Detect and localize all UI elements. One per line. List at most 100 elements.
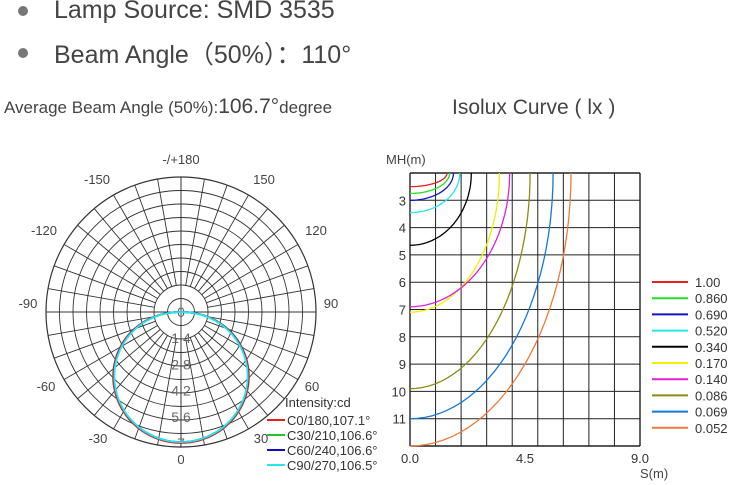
avg-unit: degree — [279, 98, 333, 117]
polar-spoke — [189, 184, 228, 287]
spec-lamp-source: Lamp Source: SMD 3535 — [14, 0, 335, 25]
isolux-x-tick: 4.5 — [516, 451, 534, 466]
polar-spoke — [198, 208, 269, 292]
polar-spoke — [206, 320, 309, 359]
isolux-curve — [409, 173, 451, 195]
isolux-chart: 3 4 5 6 7 8 9 10 11 0.0 4.5 9.0 MH(m) S(m) — [386, 152, 668, 481]
isolux-title: Isolux Curve ( lx ) — [452, 96, 616, 119]
polar-spoke — [207, 288, 315, 308]
spec-lamp-source-text: Lamp Source: SMD 3535 — [54, 0, 335, 24]
isolux-x-tick: 9.0 — [631, 451, 649, 466]
polar-spoke — [47, 288, 155, 308]
isolux-curve — [409, 172, 511, 308]
polar-spoke — [194, 335, 249, 430]
isolux-curve — [409, 172, 501, 313]
isolux-grid — [409, 172, 641, 447]
polar-legend-label: C60/240,106.6° — [287, 443, 378, 458]
isolux-legend-label: 0.086 — [695, 388, 728, 403]
isolux-y-tick: 10 — [392, 384, 406, 399]
spec-beam-angle: Beam Angle（50%）：110° — [14, 35, 351, 71]
isolux-curve — [409, 172, 572, 447]
polar-spoke — [201, 224, 285, 295]
isolux-curve — [409, 173, 461, 214]
polar-spoke — [77, 224, 161, 295]
polar-radial-tick: 2.8 — [171, 356, 191, 372]
polar-angle-label: 30 — [254, 431, 268, 446]
polar-angle-label: -150 — [84, 172, 110, 187]
polar-radial-tick: 5.6 — [171, 409, 191, 425]
polar-spoke — [113, 335, 168, 430]
bullet-icon — [18, 5, 28, 16]
polar-angle-label: -/+180 — [162, 152, 199, 167]
intensity-label: Intensity:cd — [285, 395, 351, 410]
polar-spoke — [157, 338, 177, 446]
polar-radial-tick: 4.2 — [171, 383, 191, 399]
polar-spoke — [185, 178, 205, 286]
average-beam-angle: Average Beam Angle (50%):106.7°degree — [4, 95, 332, 119]
isolux-y-tick: 7 — [399, 303, 406, 318]
polar-spoke — [134, 337, 173, 440]
isolux-x-tick: 0.0 — [401, 451, 419, 466]
polar-spoke — [204, 325, 299, 380]
polar-spoke — [134, 184, 173, 287]
polar-spoke — [198, 332, 269, 416]
polar-spoke — [93, 208, 164, 292]
isolux-curve — [409, 172, 531, 390]
polar-spoke — [77, 329, 161, 400]
polar-spoke — [53, 265, 156, 304]
polar-spoke — [113, 194, 168, 289]
polar-angle-label: -120 — [31, 223, 57, 238]
isolux-legend-label: 1.00 — [695, 275, 720, 290]
isolux-ticks: 3 4 5 6 7 8 9 10 11 0.0 4.5 9.0 — [392, 193, 650, 466]
polar-grid — [45, 176, 317, 448]
polar-chart: -/+180 150 -150 120 -120 90 -90 60 -60 30 -30 0 0 1.… — [19, 152, 378, 473]
isolux-legend-label: 0.140 — [695, 372, 728, 387]
polar-angle-label: 0 — [177, 452, 184, 467]
isolux-x-label: S(m) — [640, 466, 668, 481]
avg-label: Average Beam Angle (50%): — [4, 98, 219, 117]
avg-value: 106.7° — [218, 95, 280, 118]
polar-series — [112, 311, 250, 444]
polar-spoke — [53, 320, 156, 359]
polar-spoke — [189, 337, 228, 440]
polar-radial-tick: 1.4 — [171, 330, 191, 346]
polar-legend-label: C90/270,106.5° — [287, 458, 378, 473]
isolux-curve — [409, 172, 448, 188]
isolux-legend-label: 0.170 — [695, 356, 728, 371]
isolux-curves — [409, 172, 572, 447]
isolux-y-tick: 3 — [399, 193, 406, 208]
isolux-curve — [410, 173, 455, 201]
isolux-legend-label: 0.069 — [695, 405, 728, 420]
polar-angle-labels: -/+180 150 -150 120 -120 90 -90 60 -60 30 -30 0 — [19, 152, 339, 467]
polar-angle-label: 150 — [253, 172, 275, 187]
polar-spoke — [93, 332, 164, 416]
isolux-y-label: MH(m) — [386, 152, 426, 167]
polar-angle-label: -30 — [89, 431, 108, 446]
polar-angle-label: -90 — [19, 296, 38, 311]
isolux-legend-label: 0.052 — [695, 421, 728, 436]
polar-spoke — [185, 338, 205, 446]
spec-beam-angle-text: Beam Angle（50%）：110° — [54, 41, 352, 69]
isolux-y-tick: 9 — [399, 357, 406, 372]
polar-spoke — [157, 178, 177, 286]
polar-spoke — [47, 316, 155, 336]
isolux-legend-label: 0.690 — [695, 307, 728, 322]
isolux-curve — [409, 172, 472, 246]
polar-spoke — [194, 194, 249, 289]
polar-angle-label: 60 — [305, 379, 319, 394]
polar-series-line — [113, 311, 249, 444]
isolux-y-tick: 8 — [399, 330, 406, 345]
polar-legend-label: C0/180,107.1° — [287, 413, 370, 428]
isolux-y-tick: 4 — [399, 221, 406, 236]
polar-spoke — [207, 316, 315, 336]
polar-legend-label: C30/210,106.6° — [287, 428, 378, 443]
polar-spoke — [201, 329, 285, 400]
isolux-y-tick: 11 — [393, 412, 407, 427]
polar-angle-label: 90 — [324, 296, 338, 311]
polar-angle-label: 120 — [305, 223, 327, 238]
isolux-y-tick: 6 — [399, 275, 406, 290]
polar-legend: C0/180,107.1°C30/210,106.6°C60/240,106.6… — [267, 413, 378, 473]
isolux-legend-label: 0.860 — [695, 291, 728, 306]
polar-angle-label: -60 — [37, 379, 56, 394]
